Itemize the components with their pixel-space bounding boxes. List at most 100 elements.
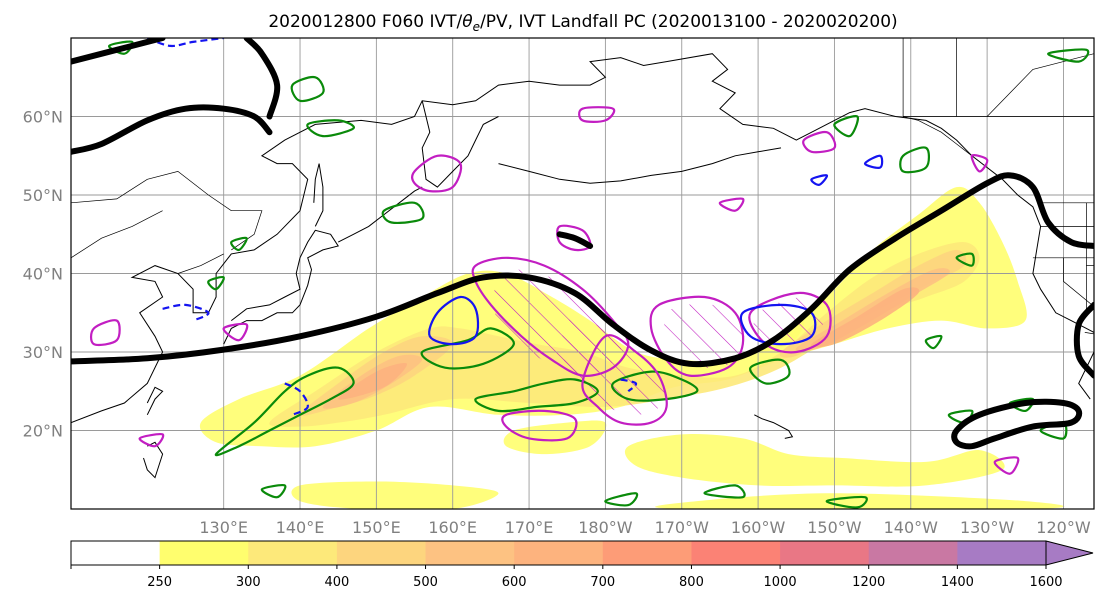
ivt-fill-layer [199,186,1065,509]
pv-grn-1 [214,366,355,457]
colorbar-segment [248,541,338,565]
ivt-region-south-band-c [655,493,1065,509]
pv-grn-5 [749,358,791,385]
coastlines [71,53,1094,479]
pv-grn-8 [381,201,425,224]
pv-grn-3 [474,378,599,413]
colorbar-tick-label: 500 [413,575,438,590]
ivt-region-south-band-a [624,433,1005,487]
theta-e-small [556,231,594,249]
lat-tick-label: 60°N [23,108,63,127]
lon-tick-label: 170°E [505,518,554,537]
pv-grn-20 [1047,48,1090,63]
pv-grn-23 [207,276,225,291]
pv-mag-11 [89,319,121,346]
pv-grn-18 [955,252,975,267]
colorbar-outline [70,540,1046,566]
pv-grn-9 [899,146,931,174]
pv-blu-3 [284,382,309,416]
coastline-asia-coast [71,57,667,424]
lon-tick-label: 150°W [807,518,862,537]
lon-tick-label: 170°W [655,518,710,537]
pv-mag-6 [411,154,463,193]
theta-e-north [71,104,273,155]
pv-mag-15 [970,154,989,173]
pv-mag-12 [138,433,165,448]
colorbar-segment [868,541,958,565]
colorbar-extend-max [1045,540,1094,566]
pv-mag-8 [578,106,616,123]
colorbar-tick-label: 300 [236,575,261,590]
map-frame [70,37,1095,510]
colorbar-segment [514,541,604,565]
lon-tick-label: 160°E [428,518,477,537]
colorbar-tick-label: 1200 [852,575,885,590]
border-korea [177,253,224,274]
lon-tick-label: 140°W [884,518,939,537]
theta-e-layer [71,38,1094,450]
pv-mag-5 [501,409,578,442]
pv-grn-16 [260,484,287,499]
coastline-aleutians [498,147,782,184]
pv-blue-layer [146,38,884,416]
coastline-hawaii [754,414,794,439]
ivt-region-ar-east-600 [810,287,920,348]
coastline-kamchatka [421,100,499,188]
pv-blu-7 [863,154,884,169]
lon-tick-label: 140°E [276,518,325,537]
lat-tick-label: 30°N [23,343,63,362]
lon-tick-label: 130°W [960,518,1015,537]
gridlines [71,38,1094,509]
colorbar-segment [71,541,161,565]
borders [71,38,1094,335]
colorbar-segment [336,541,427,565]
pv-grn-6 [306,119,355,138]
pv-grn-22 [230,236,248,252]
colorbar-tick-label: 400 [324,575,349,590]
colorbar-tick-label: 1000 [764,575,797,590]
latitude-tick-labels: 20°N 30°N 40°N 50°N 60°N [23,108,63,441]
theta-e-east-edge [1073,301,1094,379]
colorbar-tick-label: 700 [590,575,615,590]
pv-grn-14 [703,484,746,499]
pv-blu-4 [162,303,210,322]
ivt-region-ar-main-300 [269,242,980,427]
colorbar-segment [780,541,870,565]
colorbar-segment [159,541,249,565]
colorbar: 250 300 400 500 600 700 800 1000 1200 1400 1600 [70,540,1094,590]
coastline-philippines [143,441,164,479]
pv-mag-7 [556,224,592,252]
lat-tick-label: 20°N [23,422,63,441]
pv-mag-9 [802,130,837,154]
colorbar-tick-label: 800 [679,575,704,590]
pv-mag-14 [993,456,1020,475]
ivt-region-south-band-b [291,481,499,509]
pv-grn-7 [290,75,325,103]
map-layer [71,38,1094,509]
pv-blu-5 [146,38,224,48]
theta-e-north-b [71,38,166,65]
theta-e-north-c [243,38,281,120]
lon-tick-label: 180°W [578,518,633,537]
coastline-alaska-coast [666,53,1094,333]
pv-grn-2 [420,327,515,370]
coastline-japan [223,229,339,345]
pv-grn-4 [611,370,699,402]
pv-mag-1 [471,256,630,377]
pv-grn-15 [604,492,639,507]
coastline-kuril [337,186,423,243]
coastline-mexico [1078,351,1094,400]
pv-blu-8 [810,174,829,186]
theta-e-east-loop [951,398,1083,450]
theta-e-main [71,172,1094,368]
colorbar-tick-label: 1600 [1029,575,1062,590]
colorbar-segment [957,541,1047,565]
pv-mag-2 [581,334,668,426]
colorbar-tick-label: 600 [502,575,527,590]
border-states-3 [1063,257,1094,307]
pv-mag-10 [718,197,745,212]
pv-blu-1 [428,295,480,346]
pv-mag-13 [222,322,249,342]
colorbar-tick-label: 250 [147,575,172,590]
